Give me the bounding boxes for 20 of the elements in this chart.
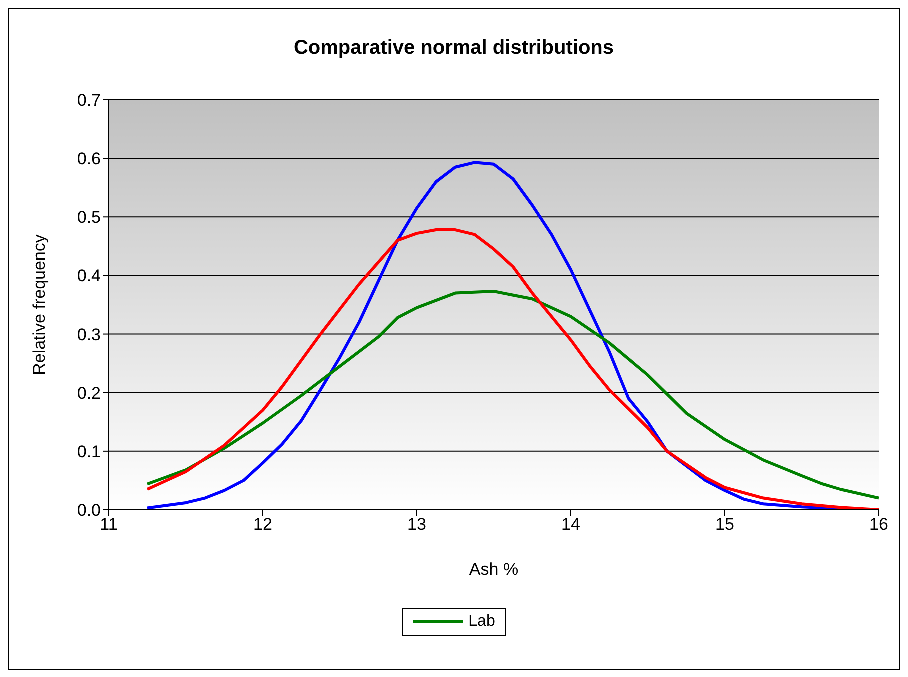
x-tick-label: 13 [408,515,426,534]
line-series [146,290,879,500]
y-tick-label: 0.2 [77,384,101,403]
y-tick-label: 0.4 [77,266,101,286]
legend-label: Lab [468,613,496,631]
x-tick-label: 16 [870,515,888,534]
y-tick-label: 0.1 [77,442,101,462]
x-tick-label: 12 [254,515,272,534]
x-tick-label: 11 [100,515,118,534]
x-axis-title: Ash % [469,560,519,579]
y-tick-label: 0.7 [77,91,101,110]
y-tick-label: 0.0 [77,501,101,520]
y-tick-label: 0.5 [77,208,101,228]
line-series [146,228,879,510]
y-tick-label: 0.6 [77,150,101,169]
chart-title: Comparative normal distributions [292,36,616,60]
y-tick-label: 0.3 [77,325,101,344]
y-axis-title: Relative frequency [30,234,50,376]
x-tick-label: 14 [562,515,580,534]
x-tick-label: 15 [716,515,734,534]
